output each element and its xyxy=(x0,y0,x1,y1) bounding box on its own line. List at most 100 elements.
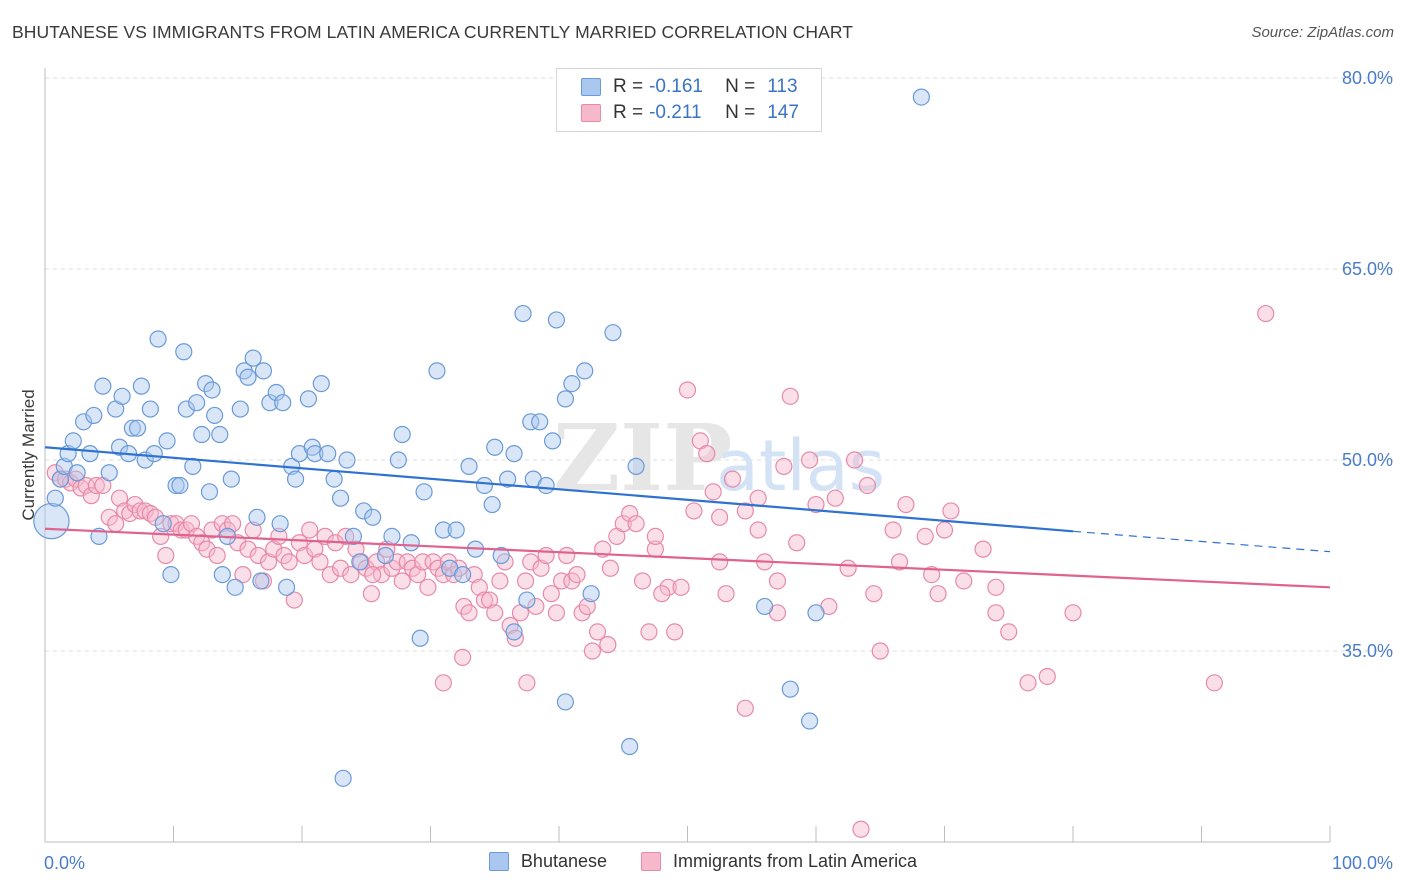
legend-swatch-blue xyxy=(581,78,601,96)
data-point-latin-america xyxy=(916,527,934,546)
series-latin-america-points xyxy=(46,304,1275,838)
data-point-latin-america xyxy=(974,540,992,558)
data-point-bhutanese xyxy=(415,483,433,501)
data-point-latin-america xyxy=(518,674,536,692)
data-point-latin-america xyxy=(367,553,386,571)
data-point-latin-america xyxy=(131,502,149,520)
legend-row-bhutanese: R = -0.161 N = 113 xyxy=(581,75,798,99)
data-point-latin-america xyxy=(362,585,380,603)
data-point-latin-america xyxy=(224,515,242,533)
data-point-latin-america xyxy=(491,572,509,590)
data-point-latin-america xyxy=(826,489,844,507)
data-point-latin-america xyxy=(768,572,787,590)
trend-line-bhutanese-projection xyxy=(1072,530,1331,553)
data-point-bhutanese xyxy=(113,387,131,405)
tick-labels: 35.0% 50.0% 65.0% 80.0% 0.0% 100.0% Currently … xyxy=(19,68,1393,873)
legend-swatch-pink xyxy=(581,104,601,122)
data-point-latin-america xyxy=(311,553,329,571)
data-point-bhutanese xyxy=(912,88,930,106)
data-point-latin-america xyxy=(633,572,652,590)
data-point-latin-america xyxy=(157,546,175,565)
legend-n-label: N = xyxy=(725,102,756,123)
data-point-latin-america xyxy=(409,565,427,584)
data-point-latin-america xyxy=(301,521,319,539)
data-point-bhutanese xyxy=(162,565,180,584)
data-point-latin-america xyxy=(347,540,365,558)
data-point-latin-america xyxy=(506,629,524,647)
data-point-latin-america xyxy=(929,585,947,603)
data-point-bhutanese xyxy=(331,489,350,507)
data-point-bhutanese xyxy=(286,470,305,488)
data-point-bhutanese xyxy=(261,394,279,412)
data-point-latin-america xyxy=(627,515,645,533)
data-point-bhutanese xyxy=(203,381,221,399)
data-point-latin-america xyxy=(547,604,566,622)
y-tick-label: 80.0% xyxy=(1342,68,1393,88)
data-point-latin-america xyxy=(578,597,596,616)
data-point-bhutanese xyxy=(226,578,244,596)
watermark-zip: ZIP xyxy=(553,404,732,512)
data-point-latin-america xyxy=(182,515,201,533)
legend-r-value: -0.161 xyxy=(649,76,703,97)
data-point-latin-america xyxy=(290,534,309,552)
legend-item-latin-america: Immigrants from Latin America xyxy=(641,851,917,872)
data-point-bhutanese xyxy=(274,394,292,412)
data-point-bhutanese xyxy=(231,400,249,418)
trend-line-latin-america xyxy=(44,527,1331,589)
data-point-latin-america xyxy=(678,381,697,399)
data-point-bhutanese xyxy=(537,476,555,495)
data-point-latin-america xyxy=(865,585,883,603)
data-point-latin-america xyxy=(666,623,684,641)
data-point-bhutanese xyxy=(505,445,523,463)
data-point-bhutanese xyxy=(522,413,540,431)
data-point-bhutanese xyxy=(222,470,240,488)
data-point-latin-america xyxy=(640,623,658,641)
data-point-latin-america xyxy=(100,508,118,526)
data-point-bhutanese xyxy=(193,425,211,444)
trend-lines xyxy=(44,446,1331,589)
legend-label-bhutanese: Bhutanese xyxy=(520,851,607,871)
data-point-latin-america xyxy=(87,476,106,495)
data-point-bhutanese xyxy=(244,349,262,367)
data-point-latin-america xyxy=(897,495,915,514)
data-point-latin-america xyxy=(454,648,472,666)
data-point-bhutanese xyxy=(211,425,229,444)
y-tick-label: 35.0% xyxy=(1342,641,1393,661)
data-point-bhutanese xyxy=(312,375,330,393)
data-point-bhutanese xyxy=(393,425,411,444)
data-point-latin-america xyxy=(110,489,129,507)
data-point-bhutanese xyxy=(149,330,167,348)
data-point-bhutanese xyxy=(627,457,645,475)
data-point-latin-america xyxy=(839,559,857,577)
data-point-latin-america xyxy=(987,578,1005,596)
data-point-bhutanese xyxy=(94,377,112,395)
legend-row-latin-america: R = -0.211 N = 147 xyxy=(581,101,799,125)
data-point-latin-america xyxy=(331,559,350,577)
data-point-bhutanese xyxy=(355,502,373,520)
series-legend: Bhutanese Immigrants from Latin America xyxy=(0,851,1406,872)
data-point-latin-america xyxy=(987,604,1005,622)
data-point-bhutanese xyxy=(518,591,536,609)
data-point-latin-america xyxy=(800,451,819,469)
data-point-bhutanese xyxy=(582,585,600,603)
data-point-latin-america xyxy=(704,483,722,501)
data-point-bhutanese xyxy=(543,432,562,450)
data-point-bhutanese xyxy=(376,546,395,565)
data-point-latin-america xyxy=(532,559,550,577)
data-point-latin-america xyxy=(1019,674,1037,692)
data-point-bhutanese xyxy=(576,362,594,380)
data-point-latin-america xyxy=(884,521,902,539)
legend-n-label: N = xyxy=(725,76,756,97)
legend-swatch-pink xyxy=(641,852,661,871)
data-point-bhutanese xyxy=(154,515,172,533)
data-point-latin-america xyxy=(470,578,488,596)
data-point-bhutanese xyxy=(167,476,185,495)
data-point-latin-america xyxy=(259,553,278,571)
data-point-latin-america xyxy=(935,521,954,539)
data-point-latin-america xyxy=(781,387,799,405)
data-point-latin-america xyxy=(955,572,973,590)
data-point-bhutanese xyxy=(800,712,819,730)
data-point-latin-america xyxy=(588,623,607,641)
data-point-latin-america xyxy=(234,565,252,584)
x-tick-label: 100.0% xyxy=(1332,853,1393,873)
